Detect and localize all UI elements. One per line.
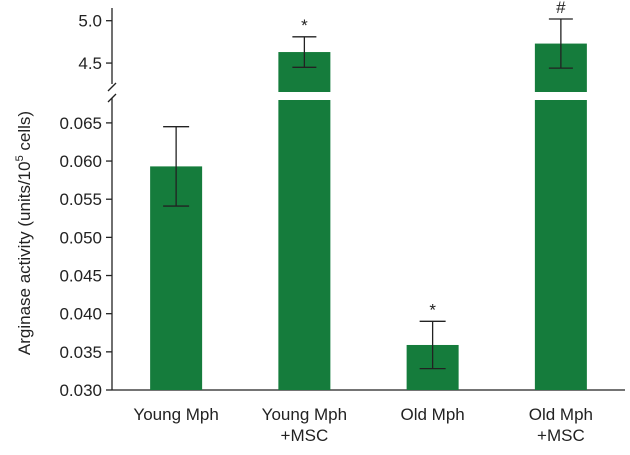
y-tick-label: 0.065 (59, 114, 102, 133)
significance-marker: * (301, 16, 308, 35)
bars (150, 43, 587, 390)
y-axis-title-main: Arginase activity (units/10 (15, 161, 34, 355)
y-tick-label: 0.040 (59, 305, 102, 324)
y-axis-title: Arginase activity (units/105 cells) (14, 111, 34, 355)
y-axis-title-superscript: 5 (14, 155, 26, 161)
x-category-label: Young Mph (133, 405, 218, 424)
y-axis-title-suffix: cells) (15, 111, 34, 155)
x-category-label: Old Mph (401, 405, 465, 424)
y-tick-label: 0.050 (59, 228, 102, 247)
error-bars (163, 18, 573, 370)
axis-break-mark (107, 93, 117, 103)
y-tick-label: 5.0 (78, 12, 102, 31)
y-tick-label: 0.055 (59, 190, 102, 209)
y-tick-label: 0.035 (59, 343, 102, 362)
y-tick-label: 0.060 (59, 152, 102, 171)
y-tick-label: 0.045 (59, 267, 102, 286)
y-ticks: 0.030 0.035 0.040 0.045 0.050 0.055 0.060 0.065… (59, 12, 112, 400)
x-category-label: +MSC (537, 426, 585, 445)
axis-break-mark (107, 82, 117, 92)
bar (278, 100, 331, 390)
y-tick-label: 0.030 (59, 381, 102, 400)
significance-marker: # (556, 0, 566, 17)
x-category-label: Young Mph (262, 405, 347, 424)
annotations: * * # (301, 0, 566, 319)
bar (534, 100, 587, 390)
y-tick-label: 4.5 (78, 54, 102, 73)
x-category-label: +MSC (281, 426, 329, 445)
significance-marker: * (429, 300, 436, 319)
x-category-label: Old Mph (529, 405, 593, 424)
x-category-labels: Young Mph Young Mph +MSC Old Mph Old Mph +MSC (133, 405, 593, 445)
